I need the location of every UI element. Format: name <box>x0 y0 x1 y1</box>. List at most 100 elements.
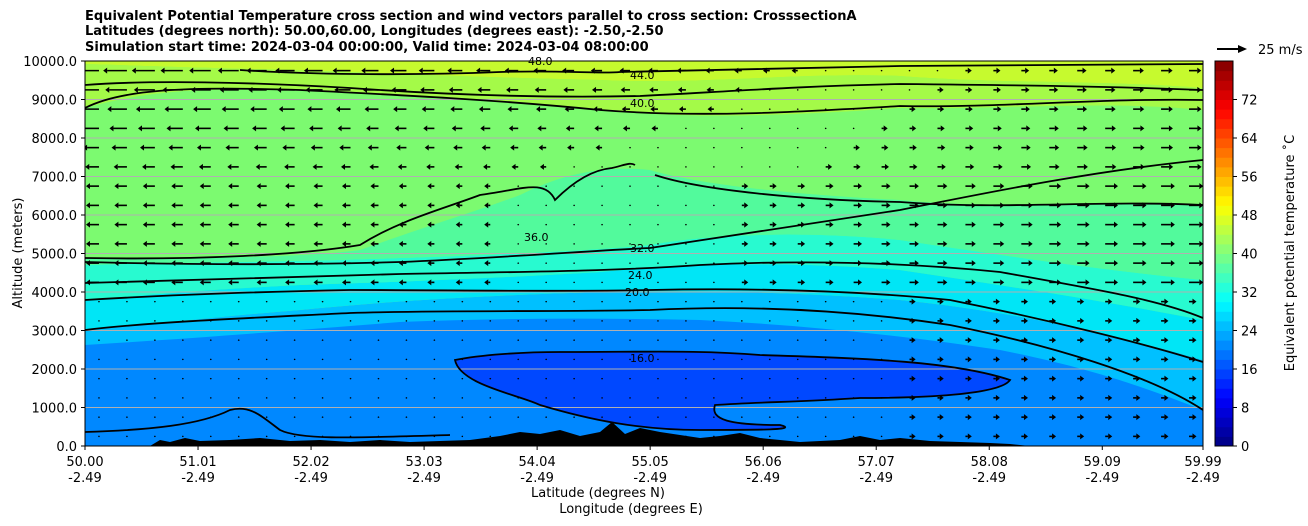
wind-vector <box>294 436 296 438</box>
wind-vector <box>741 147 743 149</box>
wind-vector <box>322 359 324 361</box>
wind-vector <box>601 359 603 361</box>
colorbar-tick-label: 16 <box>1241 363 1258 378</box>
wind-vector <box>489 339 491 341</box>
wind-vector <box>853 128 855 130</box>
wind-vector <box>294 359 296 361</box>
wind-vector <box>154 301 156 303</box>
y-tick-label: 8000.0 <box>32 132 78 147</box>
wind-vector <box>657 339 659 341</box>
wind-vector <box>182 397 184 399</box>
x-tick-label-lon: -2.49 <box>859 471 893 486</box>
wind-vector <box>350 301 352 303</box>
y-tick-label: 4000.0 <box>32 286 78 301</box>
wind-vector <box>406 436 408 438</box>
wind-vector <box>657 320 659 322</box>
wind-vector <box>881 416 883 418</box>
wind-vector <box>685 262 687 264</box>
contour-label-20: 20.0 <box>625 286 650 299</box>
wind-vector <box>657 243 659 245</box>
wind-vector <box>489 301 491 303</box>
colorbar-label: Equivalent potential temperature ˚C <box>1282 135 1298 371</box>
wind-vector <box>601 301 603 303</box>
colorbar-band <box>1215 273 1233 283</box>
colorbar-band <box>1215 321 1233 331</box>
wind-vector <box>657 301 659 303</box>
wind-vector <box>434 416 436 418</box>
wind-vector <box>825 147 827 149</box>
wind-vector-head <box>79 106 83 112</box>
wind-vector <box>210 339 212 341</box>
wind-vector <box>266 378 268 380</box>
wind-vector <box>629 378 631 380</box>
wind-vector <box>489 416 491 418</box>
wind-vector <box>601 224 603 226</box>
wind-vector <box>517 359 519 361</box>
y-tick-label: 0.0 <box>56 440 77 455</box>
wind-vector <box>573 378 575 380</box>
wind-vector <box>713 166 715 168</box>
wind-vector <box>713 205 715 207</box>
colorbar-tick-label: 32 <box>1241 286 1258 301</box>
wind-vector <box>685 205 687 207</box>
colorbar-band <box>1215 244 1233 254</box>
colorbar-band <box>1215 138 1233 148</box>
wind-vector <box>685 339 687 341</box>
wind-vector <box>601 282 603 284</box>
wind-vector <box>182 359 184 361</box>
wind-vector <box>266 301 268 303</box>
wind-vector <box>601 339 603 341</box>
wind-vector <box>462 359 464 361</box>
wind-key-label: 25 m/s <box>1258 43 1303 58</box>
wind-vector <box>685 282 687 284</box>
wind-vector <box>238 378 240 380</box>
wind-vector <box>769 359 771 361</box>
wind-vector <box>182 436 184 438</box>
wind-vector <box>741 320 743 322</box>
contour-label-32: 32.0 <box>630 242 655 255</box>
wind-vector <box>797 108 799 110</box>
wind-vector <box>741 166 743 168</box>
wind-vector <box>322 320 324 322</box>
x-tick-label-lat: 56.06 <box>745 455 782 470</box>
wind-vector <box>322 339 324 341</box>
x-axis-label-lat: Latitude (degrees N) <box>531 486 665 501</box>
wind-vector <box>853 339 855 341</box>
wind-vector <box>629 205 631 207</box>
wind-vector <box>545 185 547 187</box>
wind-vector <box>713 416 715 418</box>
wind-vector <box>378 301 380 303</box>
wind-vector <box>545 397 547 399</box>
wind-vector <box>434 320 436 322</box>
colorbar-band <box>1215 205 1233 215</box>
wind-vector <box>657 282 659 284</box>
wind-vector <box>629 436 631 438</box>
wind-vector <box>545 416 547 418</box>
wind-vector <box>601 262 603 264</box>
wind-vector <box>657 147 659 149</box>
wind-vector <box>825 339 827 341</box>
colorbar-tick-label: 56 <box>1241 171 1258 186</box>
wind-vector <box>489 320 491 322</box>
wind-vector <box>741 416 743 418</box>
colorbar-band <box>1215 417 1233 427</box>
wind-vector <box>350 320 352 322</box>
colorbar-band <box>1215 128 1233 138</box>
wind-vector <box>545 262 547 264</box>
wind-vector <box>126 397 128 399</box>
x-tick-label-lat: 59.09 <box>1084 455 1121 470</box>
wind-vector <box>601 166 603 168</box>
wind-vector <box>657 205 659 207</box>
wind-vector <box>797 147 799 149</box>
wind-vector <box>685 320 687 322</box>
wind-vector <box>937 70 939 72</box>
wind-vector <box>825 320 827 322</box>
wind-vector <box>657 224 659 226</box>
wind-vector <box>517 185 519 187</box>
wind-vector <box>685 301 687 303</box>
x-tick-label-lon: -2.49 <box>746 471 780 486</box>
y-tick-label: 7000.0 <box>32 171 78 186</box>
wind-vector <box>350 359 352 361</box>
wind-vector <box>182 320 184 322</box>
wind-vector <box>685 378 687 380</box>
